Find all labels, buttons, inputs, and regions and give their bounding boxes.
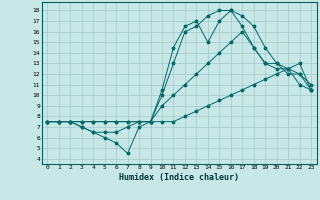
X-axis label: Humidex (Indice chaleur): Humidex (Indice chaleur): [119, 173, 239, 182]
